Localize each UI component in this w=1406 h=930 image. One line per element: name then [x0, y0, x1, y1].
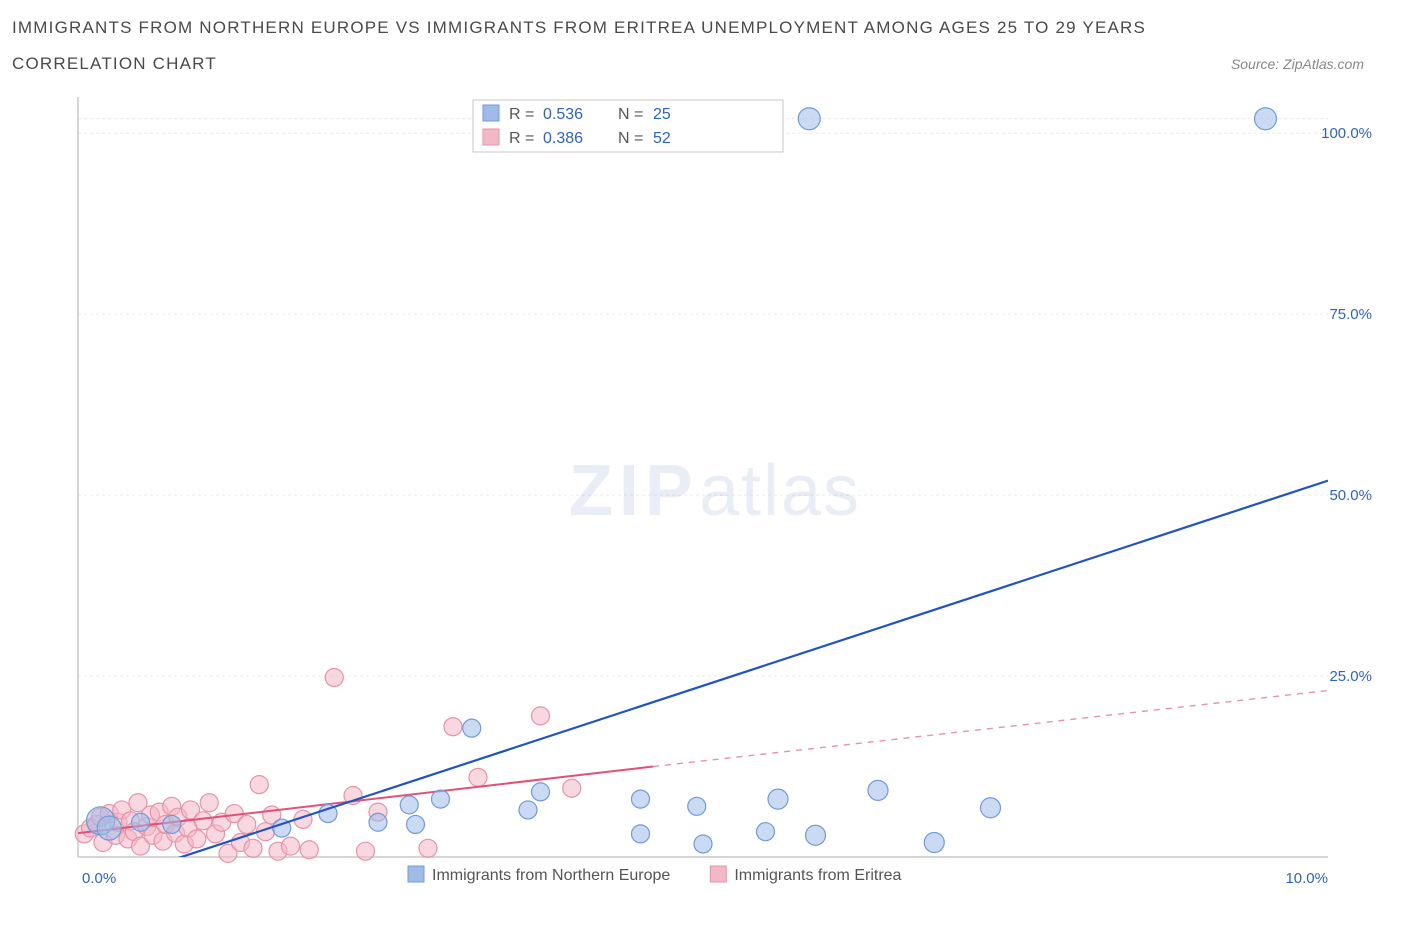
legend-swatch [483, 105, 499, 121]
data-point-northern-europe [694, 835, 712, 853]
data-point-eritrea [469, 768, 487, 786]
correlation-scatter-chart: 25.0%50.0%75.0%100.0%0.0%10.0%Unemployme… [58, 97, 1372, 885]
data-point-eritrea [200, 794, 218, 812]
data-point-eritrea [419, 839, 437, 857]
legend-n-label: N = [618, 130, 643, 147]
legend-r-label: R = [509, 106, 534, 123]
chart-title-line2: CORRELATION CHART [12, 54, 217, 74]
data-point-northern-europe [757, 823, 775, 841]
data-point-eritrea [238, 815, 256, 833]
bottom-legend-label: Immigrants from Eritrea [734, 867, 901, 884]
data-point-northern-europe [97, 816, 121, 840]
data-point-eritrea [250, 776, 268, 794]
header: IMMIGRANTS FROM NORTHERN EUROPE VS IMMIG… [0, 0, 1406, 74]
data-point-northern-europe [163, 815, 181, 833]
y-tick-label: 100.0% [1321, 125, 1372, 142]
data-point-northern-europe [632, 790, 650, 808]
data-point-eritrea [357, 842, 375, 860]
legend-r-value: 0.386 [543, 130, 583, 147]
data-point-eritrea [325, 668, 343, 686]
bottom-legend-swatch [710, 866, 726, 882]
legend-r-value: 0.536 [543, 106, 583, 123]
data-point-northern-europe [806, 825, 826, 845]
data-point-northern-europe [407, 815, 425, 833]
data-point-eritrea [282, 837, 300, 855]
data-point-northern-europe [868, 780, 888, 800]
legend-r-label: R = [509, 130, 534, 147]
data-point-northern-europe [400, 796, 418, 814]
legend-swatch [483, 129, 499, 145]
data-point-eritrea [300, 841, 318, 859]
data-point-northern-europe [369, 813, 387, 831]
data-point-eritrea [532, 707, 550, 725]
data-point-northern-europe [632, 825, 650, 843]
data-point-eritrea [244, 839, 262, 857]
data-point-eritrea [563, 779, 581, 797]
legend-n-value: 52 [653, 130, 671, 147]
data-point-eritrea [444, 718, 462, 736]
x-tick-label: 10.0% [1285, 870, 1328, 885]
data-point-northern-europe [798, 108, 820, 130]
y-tick-label: 75.0% [1329, 306, 1372, 323]
data-point-eritrea [188, 830, 206, 848]
chart-title-line1: IMMIGRANTS FROM NORTHERN EUROPE VS IMMIG… [12, 18, 1394, 38]
data-point-northern-europe [463, 719, 481, 737]
x-tick-label: 0.0% [82, 870, 116, 885]
trend-line-eritrea-dash [653, 691, 1328, 767]
data-point-northern-europe [1255, 108, 1277, 130]
chart-svg: 25.0%50.0%75.0%100.0%0.0%10.0%Unemployme… [58, 97, 1372, 885]
data-point-northern-europe [519, 801, 537, 819]
legend-n-label: N = [618, 106, 643, 123]
data-point-northern-europe [132, 813, 150, 831]
source-attribution: Source: ZipAtlas.com [1231, 56, 1394, 72]
data-point-northern-europe [924, 833, 944, 853]
data-point-northern-europe [688, 797, 706, 815]
data-point-northern-europe [532, 783, 550, 801]
data-point-northern-europe [768, 789, 788, 809]
data-point-northern-europe [981, 798, 1001, 818]
bottom-legend-label: Immigrants from Northern Europe [432, 867, 670, 884]
legend-n-value: 25 [653, 106, 671, 123]
bottom-legend-swatch [408, 866, 424, 882]
y-tick-label: 25.0% [1329, 668, 1372, 685]
data-point-northern-europe [432, 790, 450, 808]
y-tick-label: 50.0% [1329, 487, 1372, 504]
